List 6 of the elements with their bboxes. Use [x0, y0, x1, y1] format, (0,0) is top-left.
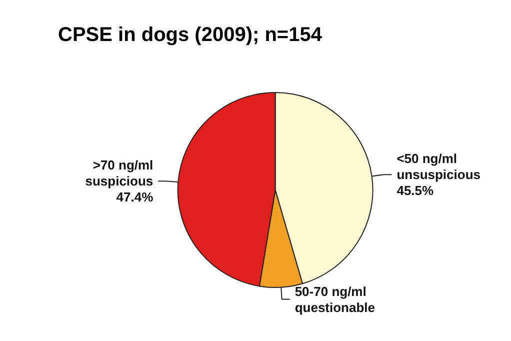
slice-label: 50-70 ng/ml questionable	[294, 284, 376, 315]
data-label: 47.4%	[116, 190, 154, 205]
chart-title: CPSE in dogs (2009); n=154	[58, 24, 323, 46]
slice-label: >70 ng/ml suspicious	[85, 158, 154, 189]
slice-label: <50 ng/ml unsuspicious	[396, 151, 481, 182]
data-label: 45.5%	[396, 183, 434, 198]
